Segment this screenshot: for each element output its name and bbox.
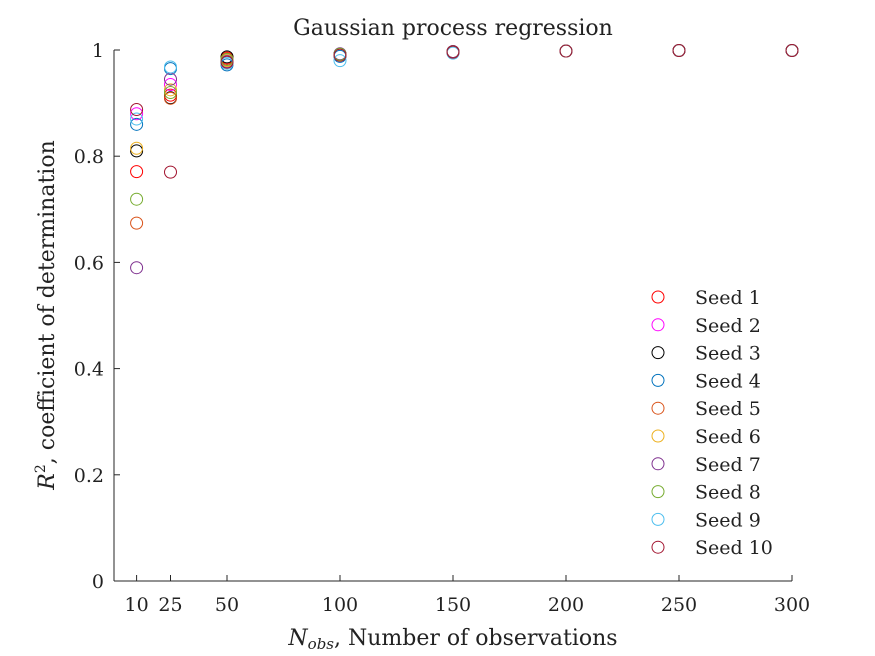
- legend-marker: [651, 512, 665, 526]
- x-tick-label: 250: [661, 594, 697, 616]
- legend-entry-label: Seed 3: [695, 343, 761, 365]
- legend-entry-label: Seed 6: [695, 426, 761, 448]
- x-tick-label: 25: [158, 594, 182, 616]
- data-point-seed-10: [130, 102, 144, 116]
- data-point-seed-5: [164, 91, 177, 105]
- data-point-seed-8: [130, 192, 144, 206]
- data-point-seed-8: [220, 53, 234, 67]
- x-axis-label: Nobs, Number of observations: [287, 626, 617, 653]
- data-point-seed-4: [130, 117, 144, 131]
- legend-marker: [651, 373, 665, 387]
- x-tick-label: 300: [774, 594, 810, 616]
- chart-title: Gaussian process regression: [293, 16, 613, 41]
- data-point-seed-9: [164, 60, 177, 74]
- data-point-seed-2: [164, 78, 177, 92]
- data-point-seed-8: [164, 85, 177, 99]
- legend-entry-label: Seed 5: [695, 398, 761, 420]
- y-axis-ticks: 0 0.2 0.4 0.6 0.8 1: [74, 40, 120, 593]
- legend-marker: [651, 540, 665, 554]
- data-point-seed-9: [130, 112, 144, 126]
- data-point-seed-6: [130, 141, 144, 155]
- data-point-seed-9: [333, 54, 347, 68]
- legend: Seed 1 Seed 2 Seed 3 Seed 4 Seed 5 Seed 6 Seed…: [651, 287, 773, 559]
- y-axis-label-sup: 2: [33, 464, 49, 473]
- legend-marker: [651, 318, 665, 332]
- legend-marker: [651, 346, 665, 360]
- data-point-seed-1: [130, 165, 144, 179]
- legend-entry-label: Seed 9: [695, 509, 761, 531]
- axes: [113, 50, 792, 582]
- legend-marker: [651, 485, 665, 499]
- y-tick-label: 0.2: [74, 465, 104, 487]
- legend-entry-label: Seed 8: [695, 482, 761, 504]
- data-point-seed-10: [220, 55, 234, 69]
- y-tick-label: 0.4: [74, 359, 104, 381]
- legend-marker: [651, 290, 665, 304]
- y-tick-label: 1: [92, 40, 104, 62]
- data-point-seed-7: [130, 261, 144, 275]
- legend-entry-label: Seed 2: [695, 315, 761, 337]
- legend-entry-label: Seed 7: [695, 454, 761, 476]
- y-axis-label: R2, coefficient of determination: [33, 140, 60, 490]
- data-point-seed-10: [785, 44, 799, 58]
- y-axis-label-main: R: [35, 473, 60, 491]
- data-point-seed-1: [164, 88, 177, 102]
- x-tick-label: 200: [548, 594, 584, 616]
- data-point-seed-10: [333, 48, 347, 62]
- y-tick-label: 0: [92, 571, 104, 593]
- data-point-seed-5: [130, 216, 144, 230]
- y-axis-label-rest: , coefficient of determination: [35, 140, 60, 464]
- data-point-seed-6: [164, 83, 177, 97]
- data-point-seed-10: [164, 165, 177, 179]
- x-axis-ticks: 10 25 50 100 150 200 250 300: [125, 575, 810, 616]
- x-axis-label-sub: obs: [308, 635, 335, 653]
- x-tick-label: 100: [322, 594, 358, 616]
- data-point-seed-10: [446, 45, 460, 59]
- data-point-seed-10: [559, 44, 573, 58]
- x-tick-label: 150: [435, 594, 471, 616]
- x-tick-label: 50: [215, 594, 239, 616]
- x-axis-label-main: N: [287, 626, 308, 651]
- legend-entry-label: Seed 10: [695, 537, 773, 559]
- y-tick-label: 0.8: [74, 146, 104, 168]
- data-point-seed-3: [130, 144, 144, 158]
- data-point-seed-2: [130, 107, 144, 121]
- x-tick-label: 10: [125, 594, 149, 616]
- x-axis-label-rest: , Number of observations: [334, 626, 618, 651]
- data-point-seed-10: [672, 44, 686, 58]
- legend-entry-label: Seed 4: [695, 370, 761, 392]
- legend-marker: [651, 401, 665, 415]
- data-points: [130, 44, 799, 275]
- legend-entry-label: Seed 1: [695, 287, 761, 309]
- legend-marker: [651, 457, 665, 471]
- y-tick-label: 0.6: [74, 252, 104, 274]
- legend-marker: [651, 429, 665, 443]
